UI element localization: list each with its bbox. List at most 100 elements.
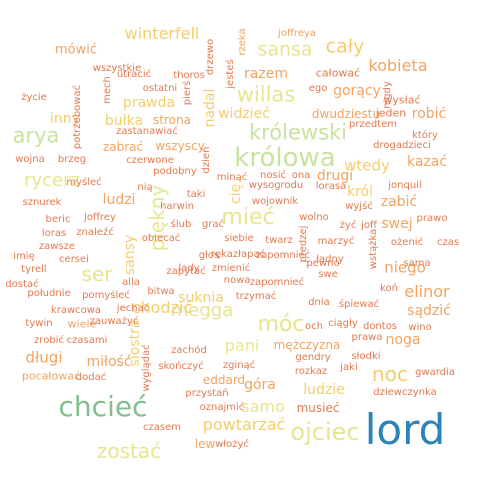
cloud-word: loras bbox=[41, 228, 67, 239]
cloud-word: sznurek bbox=[22, 197, 62, 208]
cloud-word: ożenić bbox=[390, 237, 424, 248]
cloud-word: cersei bbox=[59, 254, 89, 265]
cloud-word: joffreya bbox=[278, 28, 316, 39]
cloud-word: mieć bbox=[221, 205, 275, 230]
cloud-word: słodki bbox=[351, 351, 381, 362]
cloud-word: koń bbox=[380, 283, 398, 294]
cloud-word: zabić bbox=[380, 194, 418, 210]
cloud-word: nowa bbox=[223, 275, 251, 286]
cloud-word: czerwone bbox=[126, 155, 174, 166]
cloud-word: bułka bbox=[104, 113, 144, 129]
cloud-word: wojownik bbox=[251, 196, 299, 207]
cloud-word: joff bbox=[361, 220, 377, 231]
cloud-word: wstążka bbox=[368, 228, 379, 270]
cloud-word: niego bbox=[384, 258, 426, 277]
cloud-word: gendry bbox=[295, 352, 331, 363]
cloud-word: taki bbox=[186, 189, 206, 200]
cloud-word: pocałować bbox=[21, 369, 81, 383]
cloud-word: gwardia bbox=[415, 367, 455, 378]
cloud-word: oznajmić bbox=[199, 402, 245, 413]
cloud-word: sansa bbox=[257, 38, 313, 61]
cloud-word: jeden bbox=[375, 106, 407, 120]
cloud-word: eddard bbox=[202, 373, 246, 387]
cloud-word: rozkaz bbox=[294, 366, 328, 377]
cloud-word: inny bbox=[50, 111, 80, 127]
cloud-word: prawo bbox=[416, 213, 448, 224]
cloud-word: myśleć bbox=[66, 177, 102, 188]
cloud-word: zachód bbox=[171, 345, 207, 356]
cloud-word: wszystkie bbox=[92, 63, 142, 74]
cloud-word: ładny bbox=[316, 254, 344, 265]
cloud-word: suknia bbox=[178, 290, 224, 306]
cloud-word: thoros bbox=[173, 70, 205, 81]
cloud-word: razem bbox=[244, 66, 288, 82]
cloud-word: zginąć bbox=[222, 360, 256, 371]
cloud-word: czas bbox=[436, 237, 460, 248]
cloud-word: przedtem bbox=[348, 119, 398, 130]
cloud-word: jesteś bbox=[225, 59, 236, 89]
cloud-word: bitwa bbox=[147, 286, 175, 297]
cloud-word: jechać bbox=[116, 303, 150, 314]
cloud-word: prawda bbox=[122, 95, 176, 111]
cloud-word: dwudziestu bbox=[311, 107, 381, 121]
cloud-word: król bbox=[346, 184, 374, 200]
cloud-word: chodzić bbox=[131, 298, 193, 317]
cloud-word: alla bbox=[122, 277, 140, 288]
cloud-word: siebie bbox=[224, 233, 254, 244]
cloud-word: trzymać bbox=[235, 291, 277, 302]
cloud-word: nią bbox=[137, 182, 153, 193]
cloud-word: południe bbox=[27, 288, 71, 299]
cloud-word: zmienić bbox=[211, 263, 251, 274]
cloud-word: winterfell bbox=[124, 24, 200, 43]
cloud-word: wyjść bbox=[345, 201, 373, 212]
cloud-word: dzień bbox=[201, 146, 212, 174]
cloud-word: pierś bbox=[182, 80, 193, 106]
cloud-word: kazać bbox=[406, 154, 448, 170]
cloud-word: beric bbox=[45, 214, 71, 225]
cloud-word: wysłać bbox=[383, 93, 421, 107]
cloud-word: megga bbox=[170, 300, 234, 321]
cloud-word: potrzebować bbox=[72, 84, 83, 150]
cloud-word: sama bbox=[403, 258, 431, 269]
cloud-word: śpiewać bbox=[338, 299, 380, 310]
cloud-word: robić bbox=[411, 106, 447, 122]
cloud-word: ona bbox=[291, 170, 311, 181]
cloud-word: ludzie bbox=[303, 382, 345, 398]
cloud-word: ludzi bbox=[102, 192, 136, 208]
cloud-word: podobny bbox=[153, 166, 197, 177]
cloud-word: joffrey bbox=[84, 212, 116, 223]
cloud-word: rękazłapać bbox=[210, 249, 266, 260]
cloud-word: ślub bbox=[170, 219, 192, 230]
cloud-word: pomyśleć bbox=[82, 290, 130, 301]
cloud-word: wojna bbox=[15, 154, 45, 165]
cloud-word: ostatni bbox=[142, 83, 178, 94]
cloud-word: głos bbox=[198, 250, 220, 261]
cloud-word: wino bbox=[408, 322, 432, 333]
cloud-word: sądzić bbox=[407, 303, 451, 319]
cloud-word: zabrać bbox=[102, 140, 144, 154]
cloud-word: góra bbox=[244, 377, 276, 393]
cloud-word: twarz bbox=[265, 235, 293, 246]
cloud-word: życie bbox=[21, 92, 47, 103]
cloud-word: przystań bbox=[185, 388, 229, 399]
cloud-word: powtarzać bbox=[202, 415, 286, 434]
cloud-word: mężczyzna bbox=[273, 338, 341, 352]
cloud-word: królowa bbox=[234, 143, 336, 173]
cloud-word: żyć bbox=[339, 220, 357, 231]
cloud-word: lady bbox=[178, 263, 200, 274]
cloud-word: pani bbox=[224, 336, 260, 355]
cloud-word: noc bbox=[372, 362, 408, 386]
cloud-word: harwin bbox=[160, 201, 194, 212]
cloud-word: zapytać bbox=[166, 266, 206, 277]
cloud-word: włożyć bbox=[215, 439, 249, 450]
cloud-word: nigdy bbox=[382, 81, 393, 109]
cloud-word: obiecać bbox=[141, 233, 181, 244]
cloud-word: sansy bbox=[122, 234, 138, 276]
cloud-word: królewski bbox=[248, 120, 348, 145]
cloud-word: czasem bbox=[143, 422, 181, 433]
cloud-word: jaki bbox=[340, 362, 358, 373]
cloud-word: nadal bbox=[202, 88, 218, 128]
cloud-word: drugi bbox=[316, 168, 354, 184]
cloud-word: cię bbox=[228, 183, 244, 205]
